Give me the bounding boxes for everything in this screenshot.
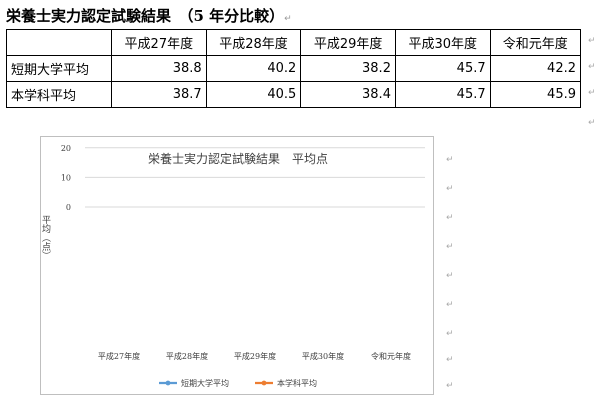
- row-end-mark-icon: ↵: [588, 62, 596, 72]
- legend-marker: [165, 380, 171, 386]
- legend-marker: [261, 380, 267, 386]
- chart-canvas: 栄養士実力認定試験結果 平均点01020304050平均（点）平成27年度平成2…: [41, 144, 425, 388]
- paragraph-mark-icon: ↵: [588, 118, 596, 128]
- legend-label: 短期大学平均: [181, 378, 229, 388]
- paragraph-mark-icon: ↵: [446, 355, 454, 365]
- paragraph-mark-icon: ↵: [446, 155, 454, 165]
- table-header-cell: 平成30年度: [394, 29, 491, 56]
- row-end-mark-icon: ↵: [588, 36, 596, 46]
- table-cell: 38.4: [300, 81, 396, 108]
- paragraph-mark-icon: ↵: [446, 184, 454, 194]
- table-cell: 45.7: [394, 55, 491, 82]
- x-tick-label: 平成29年度: [234, 351, 276, 361]
- table-cell: 40.5: [205, 81, 302, 108]
- x-tick-label: 平成27年度: [98, 351, 140, 361]
- x-tick-label: 平成28年度: [166, 351, 208, 361]
- table-cell: 38.2: [300, 55, 396, 82]
- table-header-cell: 平成27年度: [111, 29, 207, 56]
- chart-title: 栄養士実力認定試験結果 平均点: [148, 151, 328, 166]
- table-row: 本学科平均 38.7 40.5 38.4 45.7 45.9: [6, 81, 582, 108]
- table-cell: 40.2: [205, 55, 302, 82]
- table-header-cell: [6, 29, 112, 56]
- paragraph-mark-icon: ↵: [446, 271, 454, 281]
- table-cell: 45.7: [394, 81, 491, 108]
- table-row: 短期大学平均 38.8 40.2 38.2 45.7 42.2: [6, 55, 582, 82]
- line-chart[interactable]: 栄養士実力認定試験結果 平均点01020304050平均（点）平成27年度平成2…: [40, 136, 434, 395]
- table-header-row: 平成27年度 平成28年度 平成29年度 平成30年度 令和元年度: [6, 29, 582, 56]
- results-table: 平成27年度 平成28年度 平成29年度 平成30年度 令和元年度 短期大学平均…: [6, 29, 582, 108]
- table-cell: 38.7: [111, 81, 207, 108]
- table-cell: 38.8: [111, 55, 207, 82]
- document-title-text: 栄養士実力認定試験結果 （5 年分比較）: [6, 7, 285, 25]
- legend-label: 本学科平均: [277, 378, 317, 388]
- x-tick-label: 平成30年度: [302, 351, 344, 361]
- paragraph-mark-icon: ↵: [446, 329, 454, 339]
- paragraph-mark-icon: ↵: [446, 242, 454, 252]
- row-end-mark-icon: ↵: [588, 88, 596, 98]
- table-row-label: 本学科平均: [6, 81, 112, 108]
- table-header-cell: 令和元年度: [489, 29, 582, 56]
- x-tick-label: 令和元年度: [371, 351, 411, 361]
- paragraph-mark-icon: ↵: [446, 381, 454, 391]
- paragraph-mark-icon: ↵: [446, 300, 454, 310]
- document-title: 栄養士実力認定試験結果 （5 年分比較）↵: [6, 5, 292, 26]
- y-tick-label: 20: [61, 144, 71, 153]
- y-axis-label: 平均（点）: [41, 215, 51, 260]
- y-tick-label: 10: [61, 173, 71, 182]
- y-tick-label: 0: [66, 203, 71, 212]
- table-row-label: 短期大学平均: [6, 55, 112, 82]
- table-header-cell: 平成28年度: [205, 29, 302, 56]
- paragraph-mark-icon: ↵: [284, 14, 292, 24]
- table-header-cell: 平成29年度: [300, 29, 396, 56]
- table-cell: 42.2: [489, 55, 582, 82]
- table-cell: 45.9: [489, 81, 582, 108]
- paragraph-mark-icon: ↵: [446, 213, 454, 223]
